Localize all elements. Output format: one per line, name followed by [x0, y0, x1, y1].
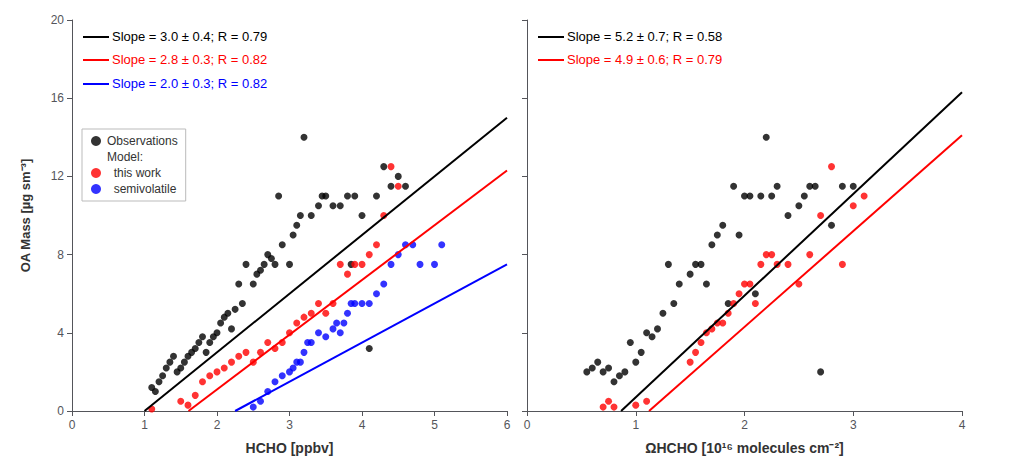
svg-text:Slope = 2.0 ± 0.3; R = 0.82: Slope = 2.0 ± 0.3; R = 0.82 [112, 76, 267, 91]
svg-text:20: 20 [51, 13, 65, 27]
svg-text:3: 3 [850, 418, 857, 432]
svg-text:Slope = 2.8 ± 0.3; R = 0.82: Slope = 2.8 ± 0.3; R = 0.82 [112, 52, 267, 67]
svg-text:Slope = 4.9 ± 0.6; R = 0.79: Slope = 4.9 ± 0.6; R = 0.79 [567, 52, 722, 67]
svg-text:1: 1 [632, 418, 639, 432]
svg-text:8: 8 [57, 248, 64, 262]
svg-text:Model:: Model: [107, 150, 143, 164]
svg-text:4: 4 [57, 326, 64, 340]
svg-text:Slope = 5.2 ± 0.7; R = 0.58: Slope = 5.2 ± 0.7; R = 0.58 [567, 29, 722, 44]
svg-text:OA Mass [µg sm⁻³]: OA Mass [µg sm⁻³] [18, 159, 33, 273]
svg-text:HCHO [ppbv]: HCHO [ppbv] [246, 440, 334, 456]
svg-text:0: 0 [57, 404, 64, 418]
svg-text:semivolatile: semivolatile [107, 182, 177, 196]
svg-text:2: 2 [214, 418, 221, 432]
svg-text:Observations: Observations [107, 134, 178, 148]
svg-text:5: 5 [431, 418, 438, 432]
svg-text:0: 0 [524, 418, 531, 432]
svg-text:ΩHCHO [10¹⁶ molecules cm⁻²]: ΩHCHO [10¹⁶ molecules cm⁻²] [645, 440, 844, 456]
svg-text:1: 1 [141, 418, 148, 432]
svg-text:16: 16 [51, 91, 65, 105]
svg-text:6: 6 [504, 418, 511, 432]
svg-text:4: 4 [359, 418, 366, 432]
svg-text:Slope = 3.0 ± 0.4; R = 0.79: Slope = 3.0 ± 0.4; R = 0.79 [112, 29, 267, 44]
svg-text:2: 2 [741, 418, 748, 432]
svg-text:this work: this work [107, 166, 162, 180]
svg-text:12: 12 [51, 169, 65, 183]
svg-text:3: 3 [286, 418, 293, 432]
svg-text:0: 0 [69, 418, 76, 432]
svg-text:4: 4 [959, 418, 966, 432]
